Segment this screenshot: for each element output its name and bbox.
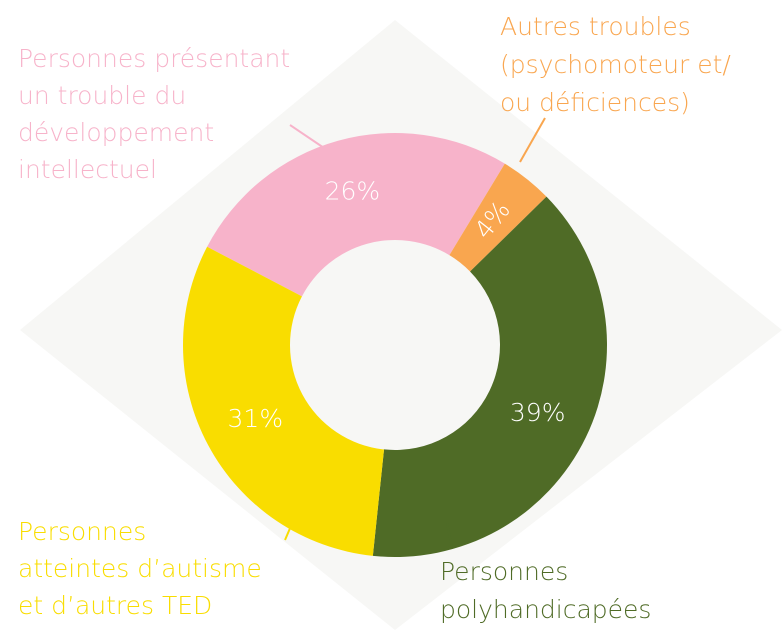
category-label: un trouble du bbox=[18, 81, 186, 110]
leader-line bbox=[519, 117, 546, 163]
category-label: Personnes présentant bbox=[18, 44, 290, 73]
category-label: Autres troubles bbox=[500, 12, 691, 41]
category-label: ou déficiences) bbox=[500, 88, 690, 117]
category-label: polyhandicapées bbox=[440, 595, 651, 624]
value-label: 31% bbox=[228, 404, 284, 433]
value-label: 26% bbox=[325, 176, 381, 205]
category-label: intellectuel bbox=[18, 155, 157, 184]
leader-line bbox=[446, 522, 453, 549]
category-label: développement bbox=[18, 118, 214, 147]
leader-line bbox=[289, 124, 331, 153]
category-label: et d’autres TED bbox=[18, 591, 212, 620]
donut-segment bbox=[183, 246, 385, 556]
donut-segment bbox=[207, 133, 505, 297]
category-label: Personnes bbox=[18, 517, 146, 546]
category-label: (psychomoteur et/ bbox=[500, 50, 731, 79]
leader-line bbox=[284, 504, 301, 541]
background-shape bbox=[20, 20, 782, 630]
donut-segment bbox=[372, 196, 608, 557]
donut-segment bbox=[449, 163, 547, 272]
value-label: 39% bbox=[510, 398, 566, 427]
category-label: Personnes bbox=[440, 557, 568, 586]
category-label: atteintes d’autisme bbox=[18, 554, 262, 583]
